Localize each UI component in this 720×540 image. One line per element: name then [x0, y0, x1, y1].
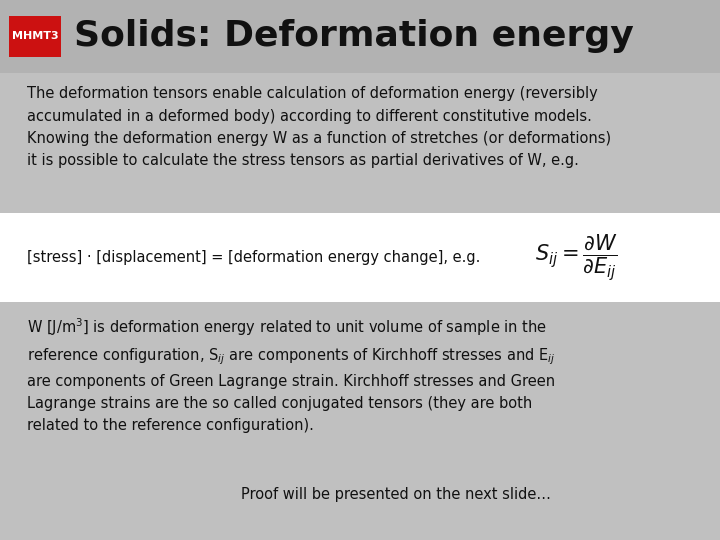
Bar [9, 16, 61, 57]
Text: W [J/m$^3$] is deformation energy related to unit volume of sample in the
refere: W [J/m$^3$] is deformation energy relate… [27, 316, 556, 433]
Text: Solids: Deformation energy: Solids: Deformation energy [74, 19, 634, 53]
Text: The deformation tensors enable calculation of deformation energy (reversibly
acc: The deformation tensors enable calculati… [27, 86, 611, 168]
Bar [0, 213, 720, 302]
Text: MHMT3: MHMT3 [12, 31, 58, 42]
Bar [0, 0, 720, 73]
Text: [stress] · [displacement] = [deformation energy change], e.g.: [stress] · [displacement] = [deformation… [27, 251, 481, 265]
Bar [0, 302, 720, 540]
Text: $S_{ij} = \dfrac{\partial W}{\partial E_{ij}}$: $S_{ij} = \dfrac{\partial W}{\partial E_… [535, 233, 617, 283]
Bar [0, 73, 720, 213]
Text: Proof will be presented on the next slide…: Proof will be presented on the next slid… [241, 487, 551, 502]
